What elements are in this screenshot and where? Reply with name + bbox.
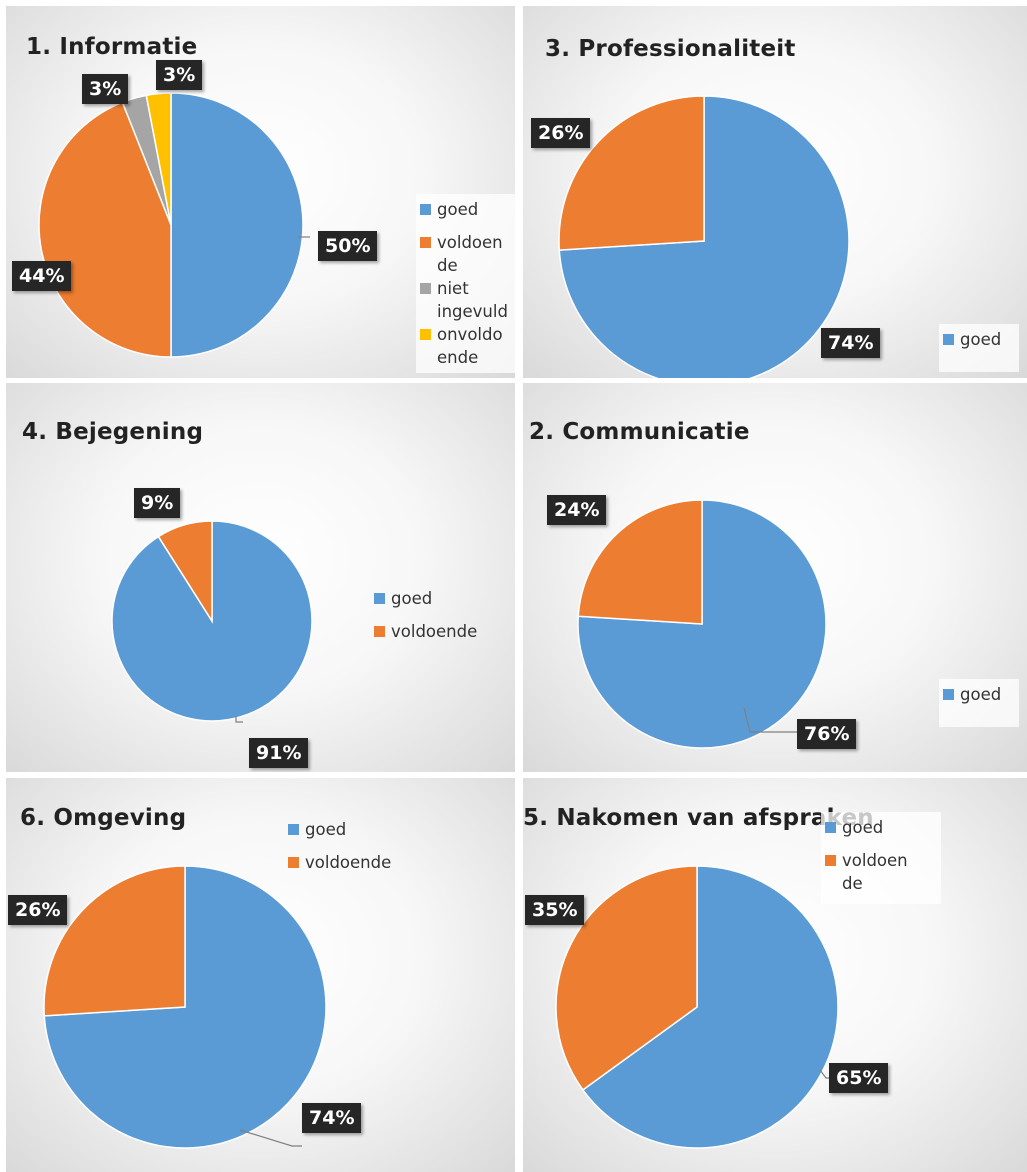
legend-swatch	[288, 824, 299, 835]
pie-slice	[555, 865, 698, 1091]
legend-entry: niet ingevuld	[420, 277, 515, 323]
pie-chart	[558, 95, 850, 378]
legend-label: goed	[842, 818, 884, 837]
chart-title: 5. Nakomen van afspraken	[523, 805, 874, 831]
legend-label: voldoende	[305, 853, 392, 872]
pie-chart	[111, 520, 313, 723]
data-label: 50%	[318, 231, 378, 261]
legend-entry: voldoen de	[420, 231, 515, 277]
pie-slice	[577, 499, 703, 625]
legend-swatch	[374, 626, 385, 637]
pie-chart	[555, 865, 839, 1149]
legend-label: onvoldo	[437, 325, 503, 344]
legend-label: goed	[305, 820, 347, 839]
leader-line	[743, 707, 797, 733]
legend-entry: goed	[420, 198, 515, 221]
pie-slice	[43, 865, 186, 1017]
chart-title: 6. Omgeving	[20, 805, 187, 831]
data-label: 65%	[829, 1063, 889, 1093]
data-label: 24%	[547, 495, 607, 525]
data-label: 9%	[134, 488, 181, 518]
legend-label: voldoen	[842, 851, 908, 870]
legend-label: goed	[391, 589, 433, 608]
data-label: 3%	[156, 60, 203, 90]
chart-legend: goed	[939, 679, 1019, 727]
data-label: 91%	[249, 738, 309, 768]
legend-swatch	[420, 283, 431, 294]
data-label: 74%	[302, 1103, 362, 1133]
pie-slice	[558, 95, 705, 251]
legend-swatch	[420, 204, 431, 215]
data-label: 76%	[797, 719, 857, 749]
legend-entry: onvoldo ende	[420, 323, 515, 369]
data-label: 26%	[531, 118, 591, 148]
legend-label: niet	[437, 279, 469, 298]
data-label: 74%	[821, 328, 881, 358]
legend-swatch	[825, 822, 836, 833]
pie-slice	[170, 92, 304, 358]
pie-chart-panel: 6. Omgeving 74% 26% goed voldoende	[6, 778, 515, 1172]
pie-chart-panel: 2. Communicatie 76% 24% goed	[523, 383, 1027, 772]
legend-label: ingevuld	[437, 302, 508, 321]
legend-label: ende	[437, 348, 479, 367]
legend-label: voldoen	[437, 233, 503, 252]
data-label: 44%	[12, 261, 72, 291]
chart-title: 3. Professionaliteit	[545, 36, 796, 62]
legend-entry: goed	[943, 328, 1019, 351]
leader-line	[239, 1129, 302, 1147]
legend-label: de	[437, 256, 458, 275]
legend-entry: goed	[288, 818, 444, 841]
legend-label: goed	[960, 330, 1002, 349]
pie-slice	[581, 865, 839, 1149]
pie-slice	[157, 520, 213, 624]
legend-swatch	[374, 593, 385, 604]
pie-slice	[577, 499, 827, 749]
legend-swatch	[288, 857, 299, 868]
pie-chart-panel: 1. Informatie 50% 44% 3% 3% goed voldoen de niet…	[6, 6, 515, 378]
legend-entry: voldoende	[288, 851, 444, 874]
chart-legend: goed voldoende	[370, 583, 510, 657]
legend-swatch	[943, 334, 954, 345]
legend-label: goed	[437, 200, 479, 219]
legend-entry: goed	[825, 816, 941, 839]
chart-legend: goed voldoende	[284, 814, 444, 888]
pie-slice	[145, 92, 172, 226]
legend-swatch	[943, 689, 954, 700]
legend-label: de	[842, 874, 863, 893]
chart-title: 4. Bejegening	[22, 419, 204, 445]
legend-swatch	[420, 329, 431, 340]
chart-title: 2. Communicatie	[529, 419, 750, 445]
legend-label: voldoende	[391, 622, 478, 641]
pie-chart-panel: 5. Nakomen van afspraken 65% 35% goed voldoe…	[523, 778, 1027, 1172]
legend-swatch	[420, 237, 431, 248]
legend-label: goed	[960, 685, 1002, 704]
chart-title: 1. Informatie	[26, 34, 198, 60]
legend-entry: voldoende	[374, 620, 510, 643]
pie-slice	[38, 101, 172, 358]
legend-entry: goed	[374, 587, 510, 610]
data-label: 26%	[8, 895, 68, 925]
leader-line	[235, 716, 243, 723]
chart-legend: goed	[939, 324, 1019, 372]
chart-legend: goed voldoen de	[821, 812, 941, 904]
chart-legend: goed voldoen de niet ingevuld onvoldo ende	[416, 194, 515, 373]
pie-chart	[577, 499, 827, 749]
pie-chart-panel: 3. Professionaliteit 74% 26% goed	[523, 6, 1027, 378]
pie-chart	[38, 92, 310, 358]
legend-entry: voldoen de	[825, 849, 941, 895]
data-label: 3%	[82, 74, 129, 104]
pie-chart-panel: 4. Bejegening 91% 9% goed voldoende	[6, 383, 515, 772]
pie-chart	[43, 865, 327, 1149]
legend-swatch	[825, 855, 836, 866]
legend-entry: goed	[943, 683, 1019, 706]
data-label: 35%	[525, 895, 585, 925]
